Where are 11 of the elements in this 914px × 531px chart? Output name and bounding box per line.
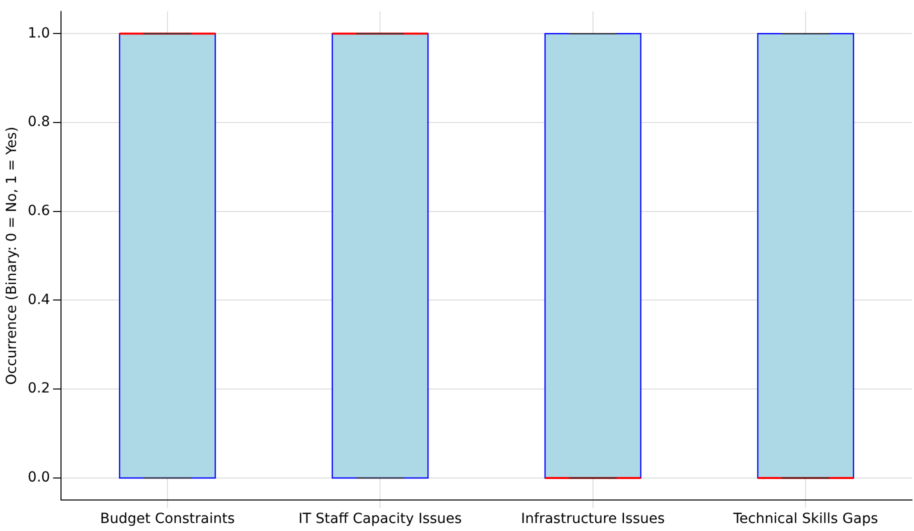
x-tick-label: Technical Skills Gaps [732,511,878,528]
x-tick-label: IT Staff Capacity Issues [298,511,462,528]
x-tick-label: Budget Constraints [100,511,235,528]
y-tick-label: 0.8 [28,114,50,130]
y-tick-label: 0.6 [28,203,50,220]
y-axis-title: Occurrence (Binary: 0 = No, 1 = Yes) [4,126,20,385]
x-tick-label: Infrastructure Issues [521,511,665,528]
y-tick-label: 1.0 [28,25,50,42]
y-tick-label: 0.0 [28,470,50,486]
y-tick-label: 0.4 [28,292,50,308]
y-tick-label: 0.2 [28,380,50,397]
